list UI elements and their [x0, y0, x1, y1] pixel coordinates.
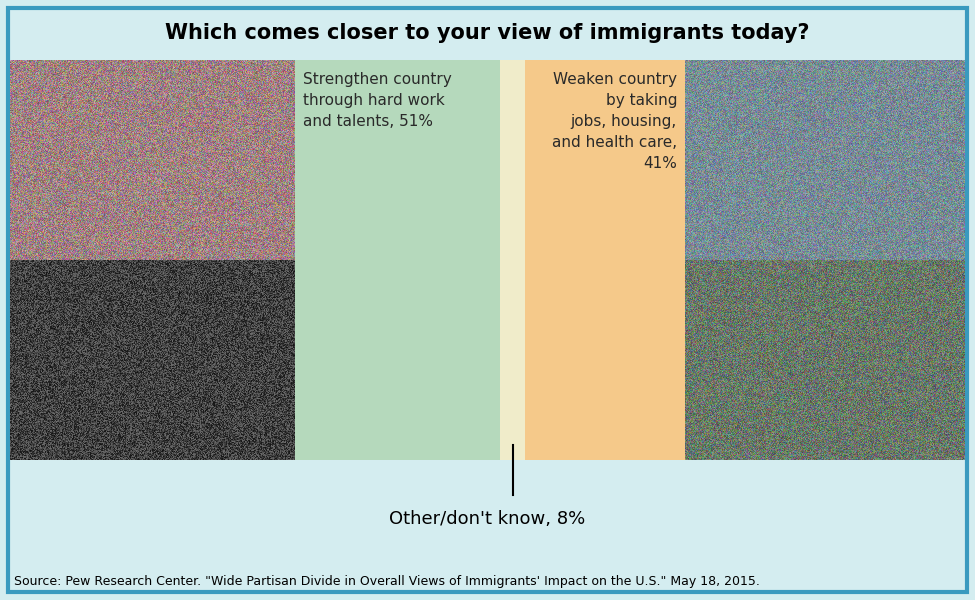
- Text: Strengthen country
through hard work
and talents, 51%: Strengthen country through hard work and…: [303, 72, 451, 129]
- Bar: [500, 60, 525, 460]
- Bar: [525, 60, 685, 460]
- Bar: [295, 60, 500, 460]
- Text: Weaken country
by taking
jobs, housing,
and health care,
41%: Weaken country by taking jobs, housing, …: [552, 72, 677, 171]
- Text: Which comes closer to your view of immigrants today?: Which comes closer to your view of immig…: [165, 23, 810, 43]
- Text: Other/don't know, 8%: Other/don't know, 8%: [389, 510, 586, 528]
- Text: Source: Pew Research Center. "Wide Partisan Divide in Overall Views of Immigrant: Source: Pew Research Center. "Wide Parti…: [14, 575, 760, 589]
